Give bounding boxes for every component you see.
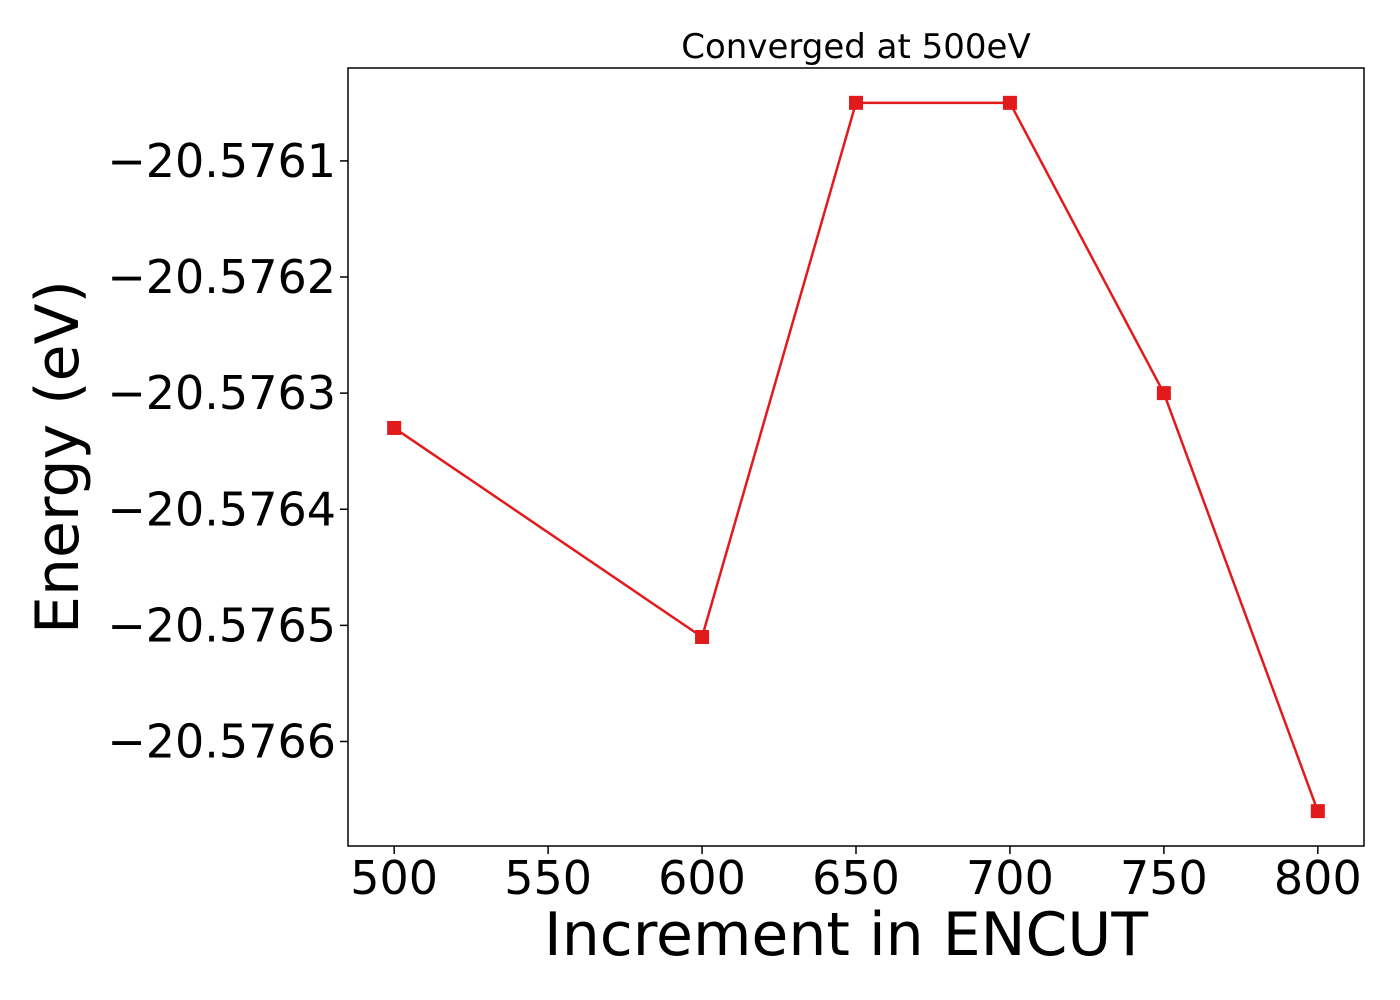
- x-tick-label: 650: [812, 851, 900, 905]
- x-tick-label: 550: [504, 851, 592, 905]
- x-tick-label: 500: [350, 851, 438, 905]
- y-tick-label: −20.5766: [107, 714, 336, 768]
- plot-area-frame: [347, 67, 1365, 847]
- y-tick-label: −20.5762: [107, 250, 336, 304]
- x-axis: 500 550 600 650 700 750 800: [350, 846, 1362, 905]
- x-axis-title: Increment in ENCUT: [544, 900, 1148, 970]
- x-tick-label: 600: [658, 851, 746, 905]
- data-point-marker: [695, 629, 710, 644]
- data-point-marker: [1156, 386, 1171, 401]
- y-axis: −20.5761 −20.5762 −20.5763 −20.5764 −20.5765…: [107, 134, 348, 768]
- y-tick-label: −20.5765: [107, 598, 336, 652]
- y-axis-title: Energy (eV): [23, 280, 93, 634]
- series-line: [393, 101, 1319, 812]
- x-tick-label: 700: [966, 851, 1054, 905]
- x-tick-label: 800: [1274, 851, 1362, 905]
- chart-title: Converged at 500eV: [681, 27, 1030, 67]
- data-point-marker: [1002, 95, 1017, 110]
- y-tick-label: −20.5763: [107, 366, 336, 420]
- x-tick-label: 750: [1120, 851, 1208, 905]
- y-tick-label: −20.5761: [107, 134, 336, 188]
- data-point-marker: [387, 420, 402, 435]
- data-point-marker: [1310, 804, 1325, 819]
- series-layer: [387, 95, 1325, 819]
- data-point-marker: [849, 95, 863, 110]
- y-tick-label: −20.5764: [107, 482, 336, 536]
